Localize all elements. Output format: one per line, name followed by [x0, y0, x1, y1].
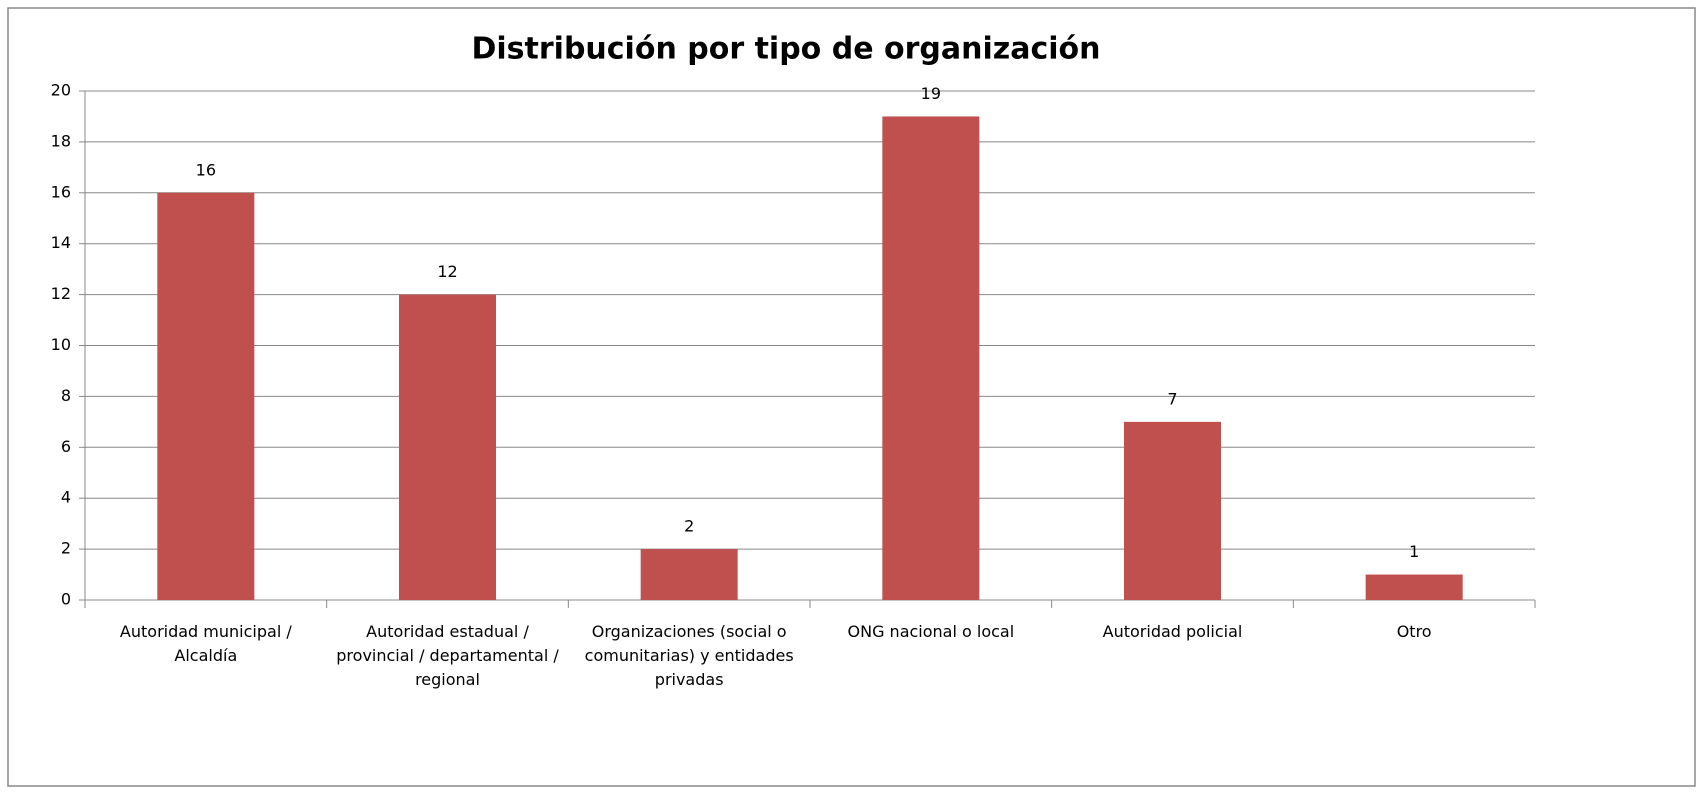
- data-label: 2: [684, 517, 694, 536]
- bar: [640, 549, 738, 600]
- bar: [399, 294, 496, 600]
- x-tick-label: Autoridad policial: [1102, 622, 1243, 641]
- y-tick-label: 20: [51, 81, 71, 100]
- x-tick-label: ONG nacional o local: [847, 622, 1015, 641]
- bar: [1365, 574, 1463, 600]
- y-tick-label: 2: [61, 539, 71, 558]
- y-tick-label: 10: [51, 335, 71, 354]
- bar: [157, 192, 255, 601]
- y-tick-label: 6: [61, 437, 71, 456]
- chart-border: [7, 7, 1696, 787]
- bar: [1124, 421, 1221, 600]
- chart-title: Distribución por tipo de organización: [471, 32, 1100, 67]
- y-tick-label: 0: [61, 590, 71, 609]
- y-tick-label: 16: [51, 182, 71, 201]
- y-tick-label: 8: [61, 386, 71, 405]
- data-label: 19: [921, 84, 941, 103]
- data-label: 1: [1409, 542, 1419, 561]
- y-tick-label: 18: [51, 131, 71, 150]
- data-label: 12: [437, 262, 457, 281]
- x-tick-label: Autoridad estadual / provincial / depart…: [336, 622, 559, 689]
- data-label: 7: [1167, 389, 1177, 408]
- bar: [882, 116, 980, 600]
- data-label: 16: [196, 160, 216, 179]
- y-tick-label: 4: [61, 488, 71, 507]
- x-tick-label: Organizaciones (social o comunitarias) y…: [584, 622, 794, 689]
- x-tick-label: Otro: [1396, 622, 1432, 641]
- y-tick-label: 14: [51, 233, 71, 252]
- y-tick-label: 12: [51, 284, 71, 303]
- x-tick-label: Autoridad municipal / Alcaldía: [119, 622, 292, 665]
